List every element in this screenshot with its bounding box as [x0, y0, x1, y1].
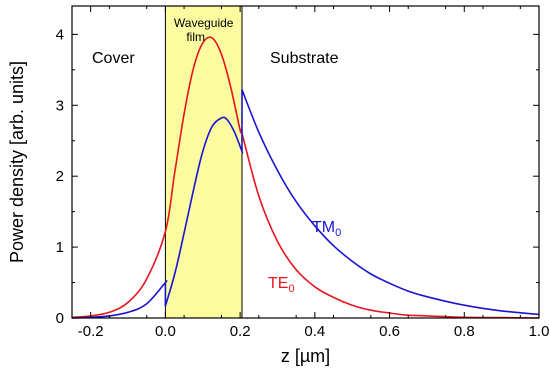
y-tick-label: 3	[56, 97, 64, 114]
waveguide-film-region	[165, 6, 242, 318]
y-tick-label: 0	[56, 310, 64, 327]
y-tick-label: 4	[56, 26, 64, 43]
film-label-line2: film	[186, 30, 205, 44]
substrate-label: Substrate	[270, 50, 339, 67]
x-tick-label: 0.8	[454, 323, 475, 340]
axis-tick-labels: -0.2 0.0 0.2 0.4 0.6 0.8 1.0 0 1 2 3 4	[56, 26, 549, 340]
series-label-tm0-sub: 0	[335, 227, 341, 239]
series-label-tm0-main: TM	[312, 219, 335, 236]
series-label-tm0: TM0	[312, 219, 341, 239]
series-line-tm0	[71, 88, 540, 319]
series-label-te0-main: TE	[268, 275, 288, 292]
x-tick-label: -0.2	[78, 323, 104, 340]
y-tick-label: 1	[56, 239, 64, 256]
x-tick-label: 0.0	[155, 323, 176, 340]
x-tick-label: 0.4	[304, 323, 325, 340]
y-tick-label: 2	[56, 168, 64, 185]
series-label-te0-sub: 0	[288, 283, 294, 295]
series-label-te0: TE0	[268, 275, 295, 295]
series-layer	[71, 36, 540, 319]
x-axis-title: z [µm]	[281, 346, 330, 366]
x-tick-label: 0.6	[379, 323, 400, 340]
plot-frame	[71, 5, 540, 319]
y-axis-title: Power density [arb. units]	[7, 61, 27, 263]
film-boundary-lines	[164, 6, 243, 318]
axis-ticks	[71, 6, 540, 319]
film-label-line1: Waveguide	[174, 16, 234, 30]
series-line-te0	[71, 36, 540, 319]
cover-label: Cover	[92, 50, 135, 67]
x-tick-label: 0.2	[230, 323, 251, 340]
x-tick-label: 1.0	[529, 323, 549, 340]
